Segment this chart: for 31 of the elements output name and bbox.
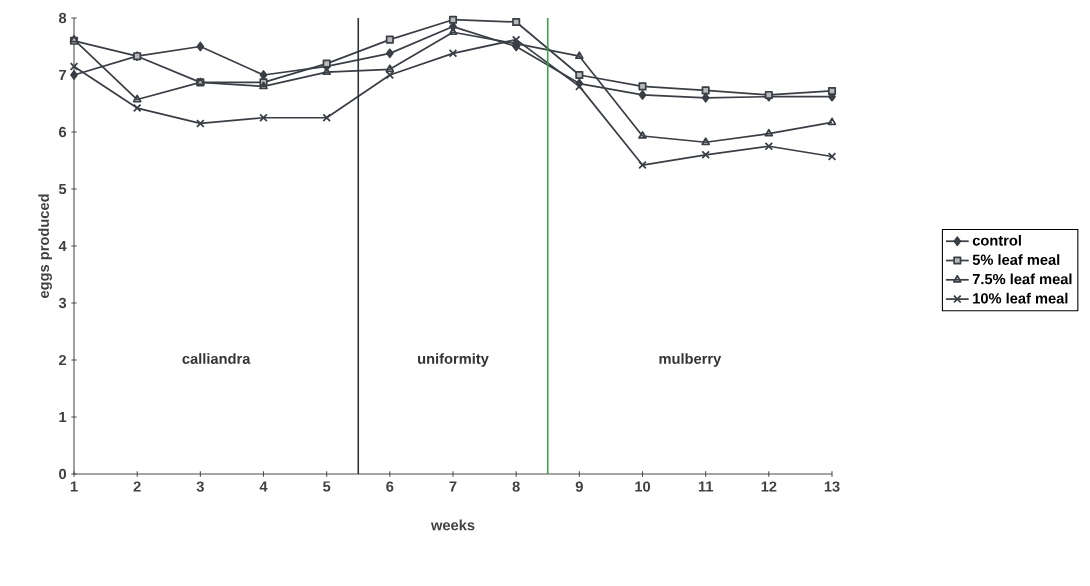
x-tick-label: 2 (133, 481, 141, 492)
y-tick-label: 2 (58, 354, 67, 366)
y-tick-label: 4 (58, 240, 67, 252)
annotation: uniformity (418, 353, 489, 367)
x-tick-label: 3 (196, 481, 204, 492)
y-tick-label: 8 (58, 12, 67, 24)
y-tick-label: 1 (59, 411, 67, 423)
y-axis-title: eggs produced (38, 194, 52, 298)
x-tick-label: 8 (512, 481, 520, 492)
x-axis-title: weeks (430, 519, 475, 531)
annotation: mulberry (659, 353, 722, 367)
legend-label: 10% leaf meal (973, 292, 1068, 304)
x-tick-label: 7 (449, 481, 457, 492)
y-tick-label: 3 (58, 297, 67, 309)
x-tick-label: 12 (761, 481, 777, 492)
legend-label: 7.5% leaf meal (972, 273, 1072, 285)
y-tick-label: 5 (58, 183, 67, 195)
y-tick-label: 6 (59, 126, 67, 138)
y-tick-label: 0 (59, 468, 67, 480)
y-tick-label: 7 (59, 69, 66, 81)
legend-label: control (972, 234, 1021, 246)
annotation: calliandra (182, 353, 251, 364)
x-tick-label: 5 (323, 481, 331, 492)
x-tick-label: 10 (635, 481, 651, 492)
x-tick-label: 4 (259, 481, 268, 492)
x-tick-label: 1 (70, 481, 78, 492)
x-tick-label: 9 (575, 481, 583, 492)
x-tick-label: 6 (386, 481, 394, 492)
x-tick-label: 13 (824, 481, 840, 492)
x-tick-label: 11 (698, 481, 713, 492)
legend-label: 5% leaf meal (972, 254, 1060, 265)
